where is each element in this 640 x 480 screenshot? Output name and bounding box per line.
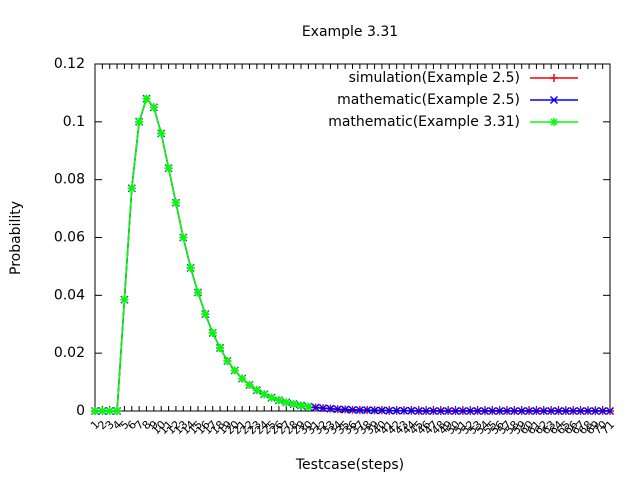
marker [297,401,305,410]
marker [598,406,607,416]
marker [91,407,99,415]
legend-label: mathematic(Example 3.31) [328,114,520,130]
marker [120,295,129,304]
marker [510,406,519,416]
marker [385,406,394,415]
y-tick-label: 0.02 [54,345,85,361]
marker [260,390,269,399]
marker [451,406,460,416]
marker [223,356,232,365]
y-tick-label: 0.12 [54,56,85,72]
marker [274,396,283,405]
marker [576,406,585,416]
marker [591,406,600,416]
marker [525,406,534,416]
marker [113,407,122,415]
marker [194,288,202,297]
marker [355,406,364,415]
series-line [95,97,610,412]
marker [230,366,239,375]
y-tick-label: 0.08 [54,172,85,188]
y-tick-label: 0.04 [54,287,85,303]
marker [333,405,342,414]
x-axis-label: Testcase(steps) [295,457,404,473]
y-tick-label: 0.06 [54,230,85,246]
y-axis-label: Probability [8,201,24,275]
marker [517,406,526,416]
marker [326,404,335,413]
marker [473,406,482,416]
series-line [95,97,610,412]
marker [179,233,188,242]
marker [539,406,548,416]
series-line [95,97,309,412]
marker [363,406,372,415]
marker [127,184,136,193]
marker [444,406,453,416]
marker [201,310,210,319]
marker [502,406,512,416]
marker [245,380,254,389]
marker [554,406,563,416]
marker [216,343,225,352]
marker [466,406,475,416]
chart-title: Example 3.31 [302,24,398,40]
marker [569,406,578,416]
marker [458,406,467,416]
marker [429,406,438,416]
y-tick-label: 0.1 [63,114,85,130]
marker [319,404,328,413]
legend-label: simulation(Example 2.5) [349,70,520,86]
marker [583,406,592,416]
marker [282,398,291,407]
marker [561,406,570,416]
marker [311,403,320,412]
marker [547,406,556,416]
marker [370,406,379,415]
legend-marker [550,118,558,126]
legend-label: mathematic(Example 2.5) [337,92,520,108]
marker [238,374,247,383]
marker [422,406,431,416]
marker [605,406,615,416]
marker [142,94,151,103]
marker [149,103,158,112]
marker [488,406,497,416]
marker [348,405,357,414]
legend-marker [550,74,558,82]
legend-marker [549,95,559,105]
marker [135,117,144,126]
marker [208,328,217,337]
marker [186,263,195,272]
marker [377,406,386,415]
marker [164,164,173,173]
marker [157,129,166,138]
marker [304,402,313,411]
y-tick-label: 0 [76,403,85,419]
marker [341,405,350,414]
marker [289,400,298,409]
marker [480,406,489,416]
marker [495,406,504,416]
marker [407,406,416,415]
marker [532,406,541,416]
marker [267,393,276,402]
marker [436,406,445,416]
marker [399,406,409,415]
marker [392,406,401,415]
marker [171,198,180,207]
marker [414,406,423,416]
marker [105,407,114,415]
marker [252,386,261,395]
marker [98,407,107,415]
